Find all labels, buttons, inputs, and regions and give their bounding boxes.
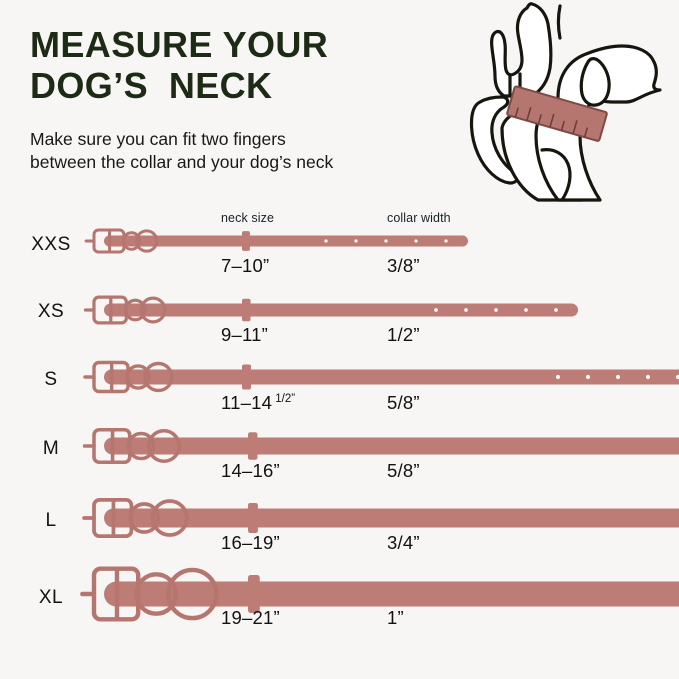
column-header-neck-size: neck size [221,211,275,225]
page-title: MEASURE YOUR DOG’S NECK [30,24,450,106]
collar-illustration-l [82,473,679,539]
size-label-xl: XL [38,587,64,608]
collar-strap [104,369,679,385]
dog-ear-shape [579,57,611,107]
collar-width-value: 5/8” [387,392,420,413]
size-label-xs: XS [37,301,65,322]
collar-strap [104,235,468,247]
collar-strap [104,437,679,455]
collar-width-value: 1” [387,607,404,628]
collar-strap [104,508,679,528]
collar-illustration-s [83,332,679,394]
collar-strap [104,303,578,317]
collar-keeper-loop [248,432,258,460]
size-label-xxs: XXS [31,234,71,255]
collar-buckle [83,360,174,394]
dog-front-leg-shape [540,148,572,202]
collar-keeper-loop [248,575,260,613]
neck-size-base: 11–14 [221,392,273,413]
size-label-m: M [42,438,60,459]
collar-width-value: 3/4” [387,532,420,553]
collar-illustration-m [82,401,679,465]
title-line-2: DOG’S NECK [30,65,273,106]
collar-buckle [82,427,181,465]
title-line-1: MEASURE YOUR [30,24,329,65]
hand-shape [490,2,553,98]
collar-keeper-loop [242,364,251,390]
neck-size-value: 9–11” [221,324,268,345]
collar-keeper-loop [248,503,258,533]
size-label-s: S [44,369,58,390]
page-subtitle: Make sure you can fit two fingers betwee… [30,128,470,174]
column-header-collar-width: collar width [387,211,451,225]
dog-measuring-illustration [462,2,677,207]
collar-buckle [83,295,167,325]
neck-size-value: 14–16” [221,460,280,481]
collar-illustration-xxs [84,196,679,254]
ruler-shape [506,85,608,142]
neck-size-fraction: 1/2” [272,392,296,405]
neck-size-value: 11–14 1/2” [221,392,295,414]
collar-width-value: 5/8” [387,460,420,481]
collar-illustration-xs [83,265,679,325]
collar-strap [104,581,679,607]
subtitle-line-1: Make sure you can fit two fingers [30,129,286,149]
arm-shape [556,4,562,40]
neck-size-value: 19–21” [221,607,280,628]
collar-buckle [84,228,159,254]
collar-width-value: 3/8” [387,255,420,276]
collar-keeper-loop [242,231,250,251]
collar-keeper-loop [242,298,251,322]
subtitle-line-2: between the collar and your dog’s neck [30,152,334,172]
collar-buckle [80,566,219,622]
collar-width-value: 1/2” [387,324,420,345]
neck-size-value: 16–19” [221,532,280,553]
collar-illustration-xl [80,549,679,622]
size-label-l: L [45,510,57,531]
neck-size-value: 7–10” [221,255,270,276]
collar-buckle [82,497,189,539]
